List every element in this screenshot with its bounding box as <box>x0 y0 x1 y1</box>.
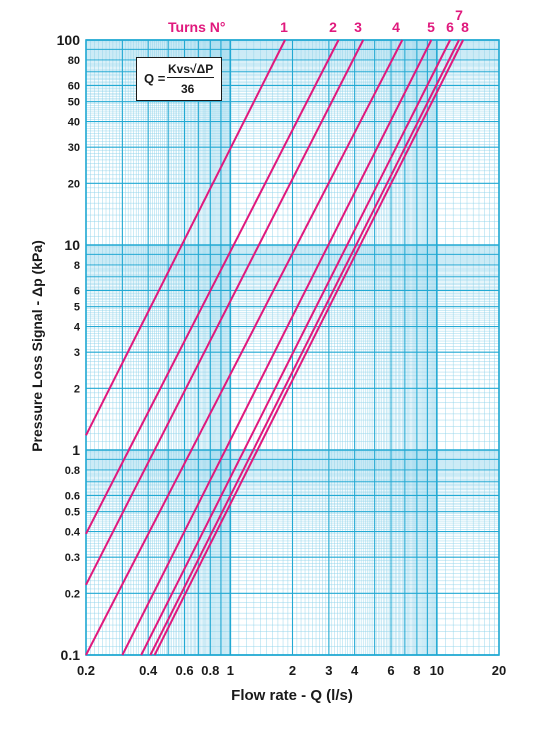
turn-label-8: 8 <box>461 19 469 35</box>
x-tick-labels: 0.2 0.4 0.6 0.8 1 2 3 4 6 8 10 20 <box>77 663 506 678</box>
turns-heading: Turns N° <box>168 19 225 35</box>
turn-label-6: 6 <box>446 19 454 35</box>
y-tick-label: 0.4 <box>65 527 81 539</box>
y-tick-label: 6 <box>74 285 80 297</box>
formula-lhs: Q = <box>144 71 165 86</box>
y-tick-label: 100 <box>57 32 81 48</box>
y-tick-label: 0.8 <box>65 465 80 477</box>
turn-label-7: 7 <box>455 7 463 23</box>
turn-curve-4 <box>85 39 404 656</box>
formula-box: Q = Kvs√ΔP 36 <box>136 57 222 101</box>
turn-curve-3 <box>85 39 365 586</box>
formula-numerator: Kvs√ΔP <box>167 62 215 78</box>
y-tick-label: 80 <box>68 55 80 67</box>
y-tick-label: 0.5 <box>65 507 80 519</box>
turn-curve-1 <box>85 39 286 436</box>
formula-denominator: 36 <box>181 82 195 96</box>
plot-border <box>85 39 500 656</box>
formula-q-symbol: Q <box>144 71 155 86</box>
turn-curve-8 <box>153 39 464 656</box>
y-tick-label: 5 <box>74 302 80 314</box>
turn-label-3: 3 <box>354 19 362 35</box>
turn-label-4: 4 <box>392 19 400 35</box>
y-axis-label: Pressure Loss Signal - Δp (kPa) <box>29 240 45 452</box>
x-tick-label: 4 <box>351 663 359 678</box>
y-tick-label: 0.2 <box>65 588 80 600</box>
y-tick-label: 30 <box>68 142 80 154</box>
turn-curve-2 <box>85 39 340 535</box>
y-tick-label: 0.3 <box>65 552 80 564</box>
y-tick-label: 50 <box>68 97 80 109</box>
turn-label-2: 2 <box>329 19 337 35</box>
turn-label-1: 1 <box>280 19 288 35</box>
y-tick-labels: 0.1 0.2 0.3 0.4 0.5 0.6 0.8 1 2 3 4 5 6 8 10 20 30 40 50 60… <box>57 32 81 663</box>
turn-curve-6 <box>140 39 451 656</box>
major-grid <box>85 39 500 656</box>
x-tick-label: 0.6 <box>175 663 193 678</box>
y-tick-label: 60 <box>68 80 80 92</box>
x-tick-label: 8 <box>413 663 420 678</box>
x-tick-label: 2 <box>289 663 296 678</box>
y-tick-label: 8 <box>74 260 80 272</box>
x-tick-label: 20 <box>492 663 506 678</box>
formula-equals: = <box>157 71 166 86</box>
x-tick-label: 3 <box>325 663 332 678</box>
y-tick-label: 0.6 <box>65 490 80 502</box>
turn-labels: 1 2 3 4 5 678 <box>280 7 469 35</box>
turn-curve-5 <box>121 39 433 656</box>
x-tick-label: 6 <box>387 663 394 678</box>
turn-curve-7 <box>149 39 460 656</box>
y-tick-label: 1 <box>72 442 80 458</box>
y-tick-label: 0.1 <box>61 647 81 663</box>
x-tick-label: 0.2 <box>77 663 95 678</box>
x-tick-label: 10 <box>430 663 444 678</box>
x-axis-label: Flow rate - Q (l/s) <box>231 687 353 704</box>
y-tick-label: 10 <box>64 237 80 253</box>
turn-curves <box>85 39 464 656</box>
x-tick-label: 1 <box>227 663 234 678</box>
y-tick-label: 20 <box>68 178 80 190</box>
y-tick-label: 4 <box>74 322 81 334</box>
x-tick-label: 0.8 <box>201 663 219 678</box>
y-tick-label: 40 <box>68 117 80 129</box>
turn-label-5: 5 <box>427 19 435 35</box>
x-tick-label: 0.4 <box>139 663 158 678</box>
y-tick-label: 3 <box>74 347 80 359</box>
y-tick-label: 2 <box>74 383 80 395</box>
